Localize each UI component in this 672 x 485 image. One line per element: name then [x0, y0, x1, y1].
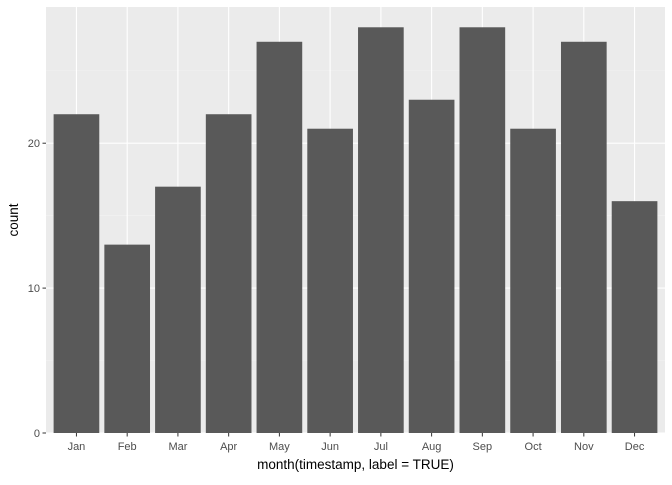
x-tick-label-nov: Nov	[574, 441, 594, 453]
bar-may	[256, 41, 303, 433]
x-axis: Jan Feb Mar Apr May Jun Jul Aug Sep Oct Nov Dec	[68, 433, 645, 453]
bar-jan	[53, 114, 100, 433]
x-tick-label-dec: Dec	[625, 441, 645, 453]
bar-mar	[155, 186, 201, 433]
x-tick-label-feb: Feb	[118, 441, 137, 453]
bar-feb	[104, 244, 151, 433]
y-tick-label: 10	[28, 283, 40, 295]
y-axis-title: count	[6, 203, 21, 236]
bar-series	[53, 27, 658, 434]
x-tick-label-jan: Jan	[68, 441, 86, 453]
bar-sep	[459, 27, 506, 434]
bar-aug	[408, 99, 455, 434]
x-tick-label-jun: Jun	[321, 441, 339, 453]
y-tick-label: 0	[34, 428, 40, 440]
y-tick-label: 20	[28, 138, 40, 150]
bar-jul	[358, 27, 404, 434]
x-tick-label-sep: Sep	[473, 441, 493, 453]
bar-jun	[307, 128, 353, 433]
bar-nov	[560, 41, 607, 433]
bar-apr	[205, 114, 252, 433]
y-axis: 0 10 20	[28, 138, 46, 440]
x-tick-label-may: May	[269, 441, 290, 453]
x-axis-title: month(timestamp, label = TRUE)	[257, 457, 454, 472]
x-tick-label-oct: Oct	[525, 441, 542, 453]
x-tick-label-jul: Jul	[374, 441, 388, 453]
x-tick-label-aug: Aug	[422, 441, 442, 453]
x-tick-label-mar: Mar	[168, 441, 187, 453]
x-tick-label-apr: Apr	[220, 441, 237, 453]
bar-oct	[510, 128, 556, 433]
bar-dec	[611, 201, 658, 433]
